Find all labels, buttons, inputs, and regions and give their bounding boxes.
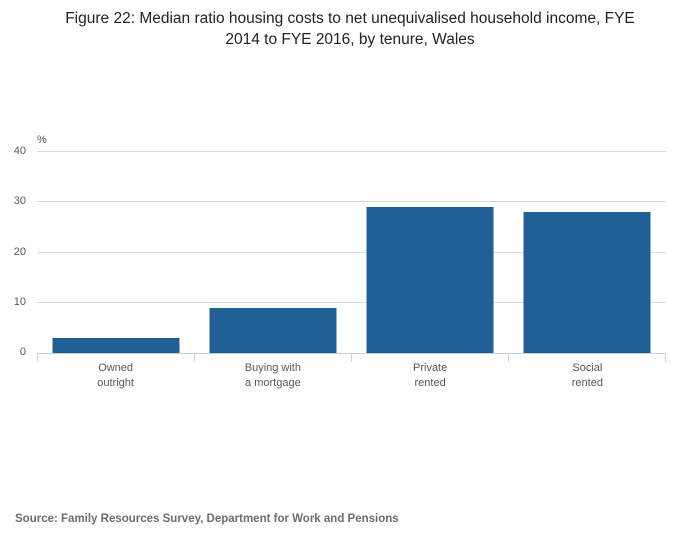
- y-tick-label-30: 30: [13, 195, 26, 207]
- x-label-line: Social: [572, 362, 603, 374]
- x-axis-tick: [508, 354, 509, 362]
- x-label-line: a mortgage: [245, 377, 301, 389]
- x-label-owned-outright: Owned outright: [37, 361, 194, 391]
- y-axis-unit-label: %: [37, 134, 47, 146]
- bar-slot-buying-with-mortgage: [194, 151, 351, 353]
- y-tick-label-10: 10: [13, 296, 26, 308]
- x-label-line: Buying with: [244, 362, 301, 374]
- plot-area: [37, 151, 666, 362]
- x-label-buying-with-mortgage: Buying with a mortgage: [194, 361, 351, 391]
- bar-series: [37, 151, 666, 353]
- x-axis-tick: [665, 354, 666, 362]
- bar-slot-social-rented: [509, 151, 666, 353]
- x-label-line: rented: [414, 377, 446, 389]
- x-axis-labels: Owned outright Buying with a mortgage Pr…: [37, 361, 666, 391]
- y-tick-label-40: 40: [13, 145, 26, 157]
- gridline-30: [37, 201, 666, 202]
- x-label-line: Owned: [98, 362, 134, 374]
- source-note: Source: Family Resources Survey, Departm…: [15, 513, 399, 525]
- y-tick-label-0: 0: [19, 346, 26, 358]
- y-tick-label-20: 20: [13, 246, 26, 258]
- x-label-social-rented: Social rented: [509, 361, 666, 391]
- x-label-line: outright: [97, 377, 134, 389]
- bar-slot-owned-outright: [37, 151, 194, 353]
- x-axis-tick: [351, 354, 352, 362]
- chart-title: Figure 22: Median ratio housing costs to…: [65, 10, 635, 48]
- x-label-line: rented: [571, 377, 603, 389]
- bar-slot-private-rented: [352, 151, 509, 353]
- x-axis-tick: [37, 354, 38, 362]
- gridline-10: [37, 302, 666, 303]
- bar-social-rented: [523, 211, 651, 353]
- x-axis-tick: [194, 354, 195, 362]
- gridline-40: [37, 151, 666, 152]
- x-label-private-rented: Private rented: [352, 361, 509, 391]
- gridline-20: [37, 252, 666, 253]
- x-axis-line: [37, 353, 666, 354]
- x-label-line: Private: [413, 362, 448, 374]
- bar-owned-outright: [52, 337, 180, 353]
- bar-buying-with-mortgage: [209, 307, 337, 353]
- bar-private-rented: [366, 206, 494, 353]
